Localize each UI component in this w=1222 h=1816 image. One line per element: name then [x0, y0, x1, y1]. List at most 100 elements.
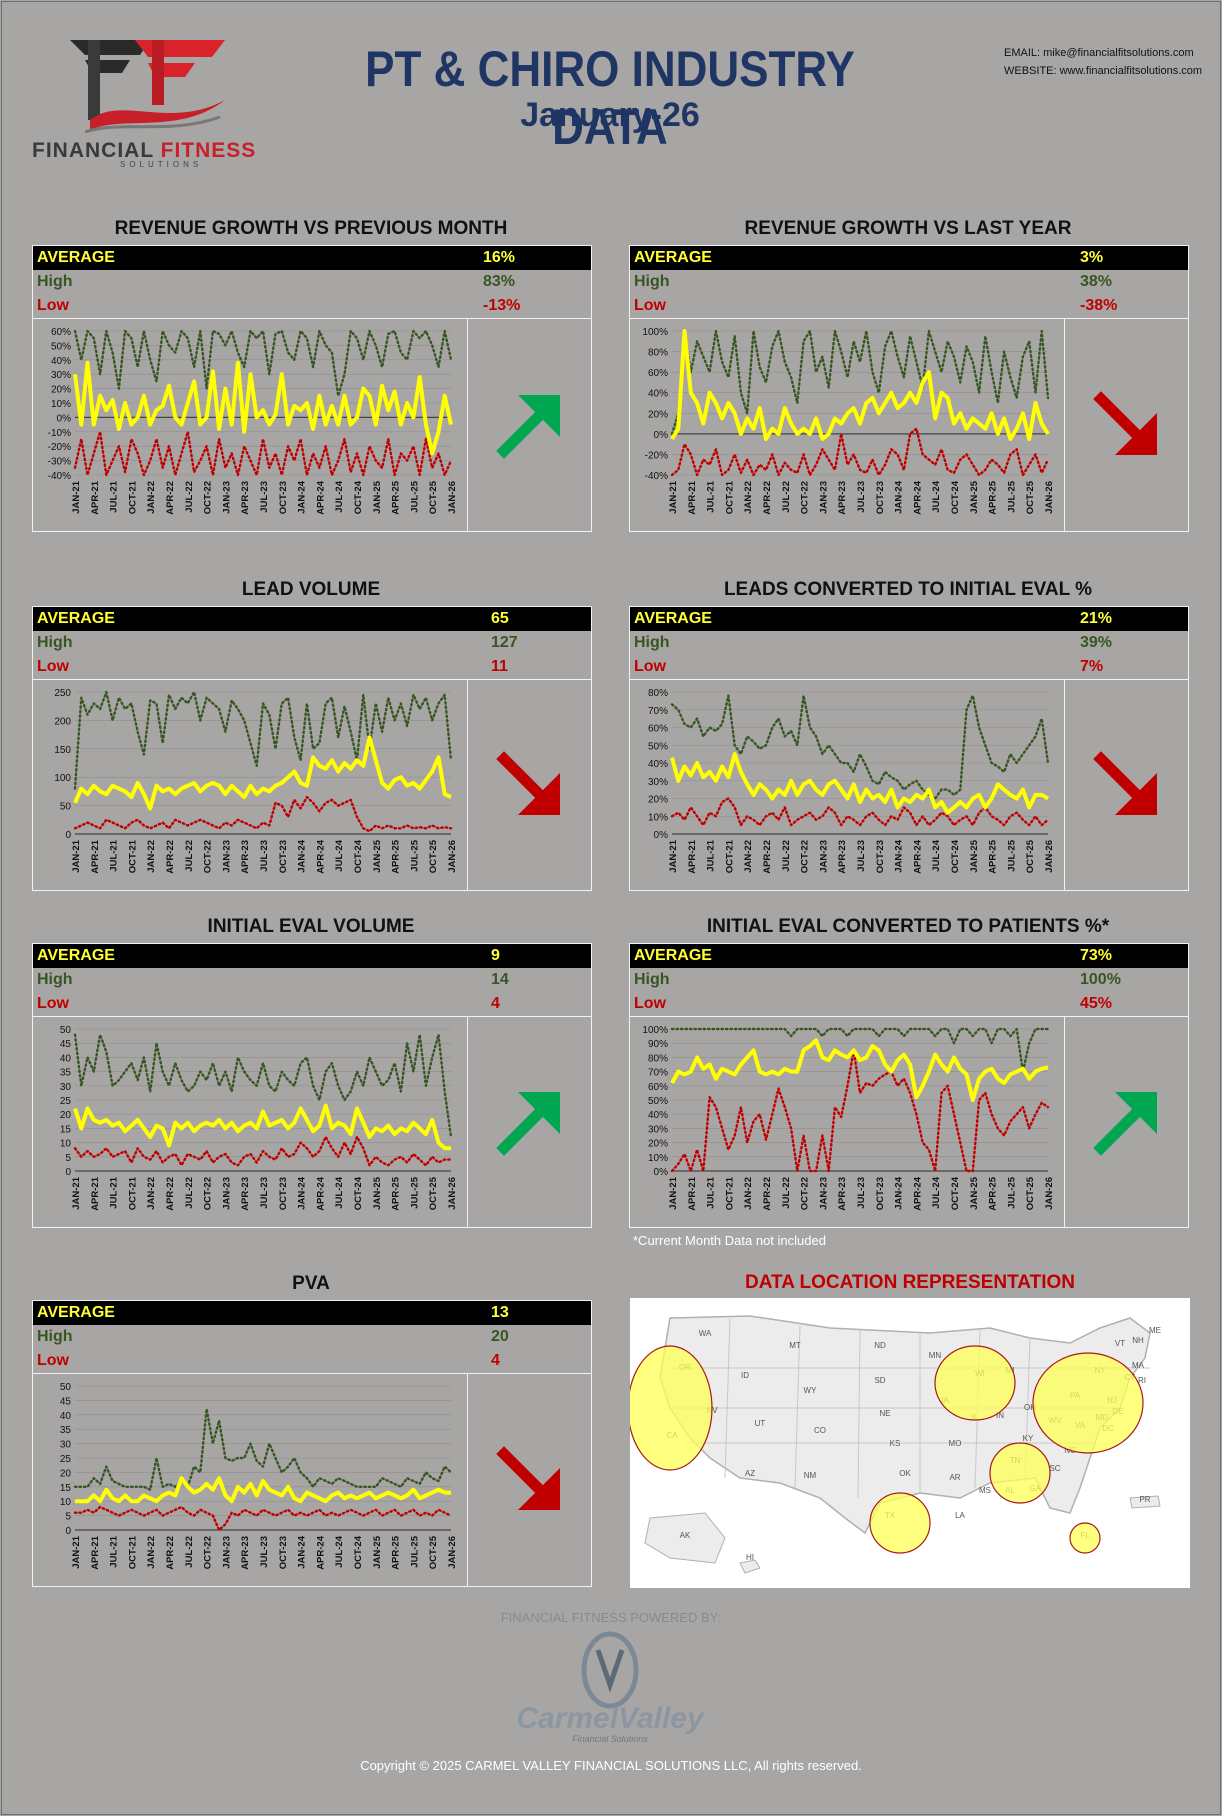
stat-high-label: High: [37, 273, 73, 290]
x-tick-label: JAN-21: [668, 480, 679, 513]
x-tick-label: JUL-23: [259, 1536, 270, 1568]
stat-average-label: AVERAGE: [634, 249, 712, 266]
line-chart-leads_converted: 0% 10% 20% 30% 40% 50% 60% 70% 80% JAN-21 APR-21 JU…: [648, 688, 1055, 874]
pr-shape: [1129, 1495, 1161, 1509]
y-tick-label: 30%: [51, 370, 71, 381]
stat-average-label: AVERAGE: [37, 249, 115, 266]
y-tick-label: 5: [65, 1512, 71, 1523]
series-line-high: [73, 1033, 453, 1139]
x-tick-label: OCT-24: [353, 1535, 364, 1569]
x-tick-label: OCT-25: [1025, 839, 1036, 873]
y-tick-label: 100%: [642, 327, 668, 338]
state-label-la: LA: [955, 1511, 965, 1520]
series-line-average: [670, 1038, 1049, 1102]
powered-by: FINANCIAL FITNESS POWERED BY:: [500, 1610, 722, 1625]
x-tick-label: APR-21: [687, 1176, 698, 1211]
y-tick-label: 10%: [51, 399, 71, 410]
logo-text: FINANCIAL FITNESS: [32, 139, 256, 163]
x-tick-label: APR-25: [988, 480, 999, 515]
x-tick-label: JAN-24: [297, 1176, 308, 1209]
trend-cell: [467, 1017, 592, 1227]
series-line-low: [73, 795, 453, 833]
state-label-ar: AR: [949, 1473, 960, 1482]
y-tick-label: 10%: [648, 1153, 668, 1164]
line-chart-rev_month: -40% -30% -20% -10% 0% 10% 20% 30% 40% 50% 60% JAN-…: [48, 327, 458, 515]
chart-area-ie_converted: 0% 10% 20% 30% 40% 50% 60% 70% 80% 90% 100% JAN-21 A…: [630, 1016, 1188, 1227]
stat-low-row: Low -13%: [33, 294, 591, 318]
y-tick-label: -30%: [48, 457, 71, 468]
trend-up-arrow-icon: [496, 1092, 560, 1156]
state-label-mo: MO: [949, 1439, 962, 1448]
series-line-high: [670, 329, 1050, 436]
contact-email[interactable]: EMAIL: mike@financialfitsolutions.com: [1004, 47, 1194, 59]
stat-high-value: 39%: [1080, 634, 1113, 651]
logo-sub: SOLUTIONS: [120, 160, 203, 169]
x-tick-label: JAN-25: [372, 839, 383, 872]
x-tick-label: JAN-26: [447, 481, 458, 514]
state-label-hi: HI: [746, 1553, 754, 1562]
state-label-az: AZ: [745, 1469, 755, 1478]
x-tick-label: OCT-25: [1025, 1176, 1036, 1210]
x-tick-label: OCT-23: [278, 840, 289, 873]
stat-high-row: High 127: [33, 631, 591, 655]
x-tick-label: JUL-22: [184, 1536, 195, 1568]
x-tick-label: APR-22: [762, 1177, 773, 1211]
chart-area-rev_year: -40% -20% 0% 20% 40% 60% 80% 100% JAN-21 APR-21 JU…: [630, 318, 1188, 531]
stat-low-label: Low: [37, 658, 69, 675]
state-label-pr: PR: [1139, 1495, 1150, 1504]
x-tick-label: APR-23: [240, 1536, 251, 1570]
line-chart-rev_year: -40% -20% 0% 20% 40% 60% 80% 100% JAN-21 APR-21 JU…: [642, 327, 1055, 515]
x-tick-label: JAN-24: [297, 1535, 308, 1568]
x-tick-label: OCT-21: [127, 839, 138, 873]
stat-average-label: AVERAGE: [634, 610, 712, 627]
stat-high-row: High 100%: [630, 968, 1188, 992]
trend-up-arrow-icon: [1093, 1092, 1157, 1156]
x-tick-label: JAN-21: [71, 480, 82, 513]
y-tick-label: 60%: [648, 368, 668, 379]
x-tick-label: JAN-23: [221, 481, 232, 514]
x-tick-label: JAN-26: [447, 840, 458, 873]
trend-cell: [467, 319, 592, 531]
y-tick-label: 80%: [648, 688, 668, 699]
x-tick-label: OCT-22: [800, 840, 811, 873]
x-tick-label: APR-22: [165, 481, 176, 515]
x-tick-label: APR-22: [762, 481, 773, 515]
x-tick-label: JUL-22: [781, 481, 792, 513]
stat-low-value: 4: [491, 1352, 500, 1369]
chart-title-ie_volume: INITIAL EVAL VOLUME: [207, 916, 415, 937]
stat-average-row: AVERAGE 9: [33, 944, 591, 968]
series-line-average: [73, 1103, 451, 1151]
y-tick-label: 20%: [648, 409, 668, 420]
stat-high-label: High: [634, 634, 670, 651]
y-tick-label: 100%: [642, 1025, 668, 1036]
y-tick-label: 40: [60, 1053, 72, 1064]
y-tick-label: 0%: [654, 1167, 669, 1178]
panel-pva: AVERAGE 13 High 20 Low 4 0 5 10 15 20 25 30 35 40 45 50 J…: [32, 1300, 592, 1587]
state-label-wy: WY: [804, 1386, 818, 1395]
stat-low-value: -13%: [483, 297, 521, 314]
y-tick-label: 40%: [51, 356, 71, 367]
y-tick-label: -40%: [645, 471, 668, 482]
x-tick-label: OCT-22: [203, 1536, 214, 1569]
stat-high-label: High: [37, 634, 73, 651]
chart-title-pva: PVA: [292, 1273, 330, 1294]
chart-title-rev_year: REVENUE GROWTH VS LAST YEAR: [744, 218, 1072, 239]
stat-average-value: 73%: [1080, 947, 1113, 964]
x-tick-label: JAN-21: [668, 1176, 679, 1209]
stat-low-value: 11: [491, 658, 508, 675]
contact-website[interactable]: WEBSITE: www.financialfitsolutions.com: [1004, 65, 1203, 77]
region-circle-florida: [1069, 1522, 1101, 1554]
x-tick-label: JUL-25: [409, 480, 420, 512]
x-tick-label: JAN-21: [668, 839, 679, 872]
cv-logo-sub: Financial Solutions: [572, 1734, 648, 1744]
x-tick-label: JUL-22: [184, 481, 195, 513]
series-line-high: [73, 690, 453, 790]
map-title: DATA LOCATION REPRESENTATION: [744, 1272, 1076, 1293]
y-tick-label: 50%: [648, 1096, 668, 1107]
y-tick-label: 35: [60, 1425, 72, 1436]
x-tick-label: OCT-24: [950, 480, 961, 514]
stat-average-label: AVERAGE: [37, 1304, 115, 1321]
y-tick-label: 0: [65, 830, 71, 841]
x-tick-label: JAN-22: [743, 481, 754, 514]
